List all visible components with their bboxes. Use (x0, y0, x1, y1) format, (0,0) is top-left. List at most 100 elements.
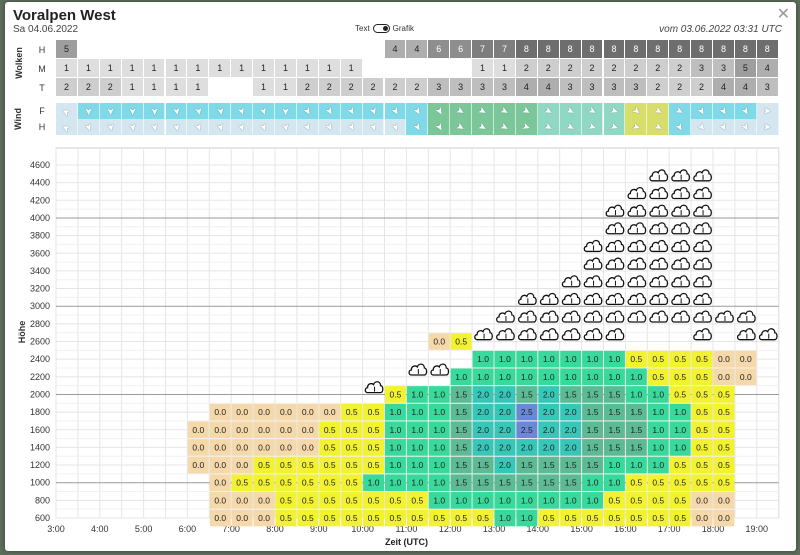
clouds-cell: 1 (472, 59, 494, 78)
clouds-cell: 3 (713, 59, 735, 78)
thermal-cell-label: 0.0 (718, 495, 730, 505)
thermal-cell-label: 1.0 (652, 425, 664, 435)
thermal-cell-label: 1.0 (587, 372, 599, 382)
cumulus-cloud-icon (671, 204, 691, 217)
thermal-cell (560, 474, 582, 492)
thermal-cell-label: 2.0 (543, 425, 555, 435)
thermal-cell-label: 1.0 (455, 495, 467, 505)
thermal-cell (538, 492, 560, 509)
thermal-cell (231, 474, 253, 492)
wind-arrow-icon: ➤ (763, 121, 772, 133)
toggle-switch[interactable] (372, 24, 390, 33)
thermal-cell-label: 0.5 (346, 478, 358, 488)
clouds-cell (143, 40, 166, 59)
thermal-cell-label: 0.0 (214, 513, 226, 523)
thermal-cell (297, 474, 319, 492)
thermal-cell-label: 0.5 (652, 513, 664, 523)
view-toggle[interactable]: Text Grafik (355, 24, 414, 33)
thermal-cell (582, 439, 603, 456)
chart-y-tick-label: 2600 (30, 337, 50, 347)
thermal-cell-label: 2.0 (543, 407, 555, 417)
thermal-cell (319, 474, 341, 492)
thermal-cell (406, 439, 428, 456)
wind-cell: ➤ (318, 119, 341, 135)
close-icon[interactable]: ✕ (776, 6, 790, 23)
thermal-cell (538, 421, 560, 439)
thermal-cell-label: 1.5 (477, 478, 489, 488)
thermal-cell-label: 2.5 (521, 407, 533, 417)
clouds-cell: 2 (603, 59, 626, 78)
thermal-cell-label: 0.5 (718, 389, 730, 399)
thermal-cell-label: 1.5 (587, 425, 599, 435)
wind-cell: ➤ (537, 103, 560, 119)
thermal-cell-label: 0.0 (214, 478, 226, 488)
cumulus-cloud-icon (627, 204, 647, 217)
thermal-cell (538, 386, 560, 403)
wind-cell: ➤ (340, 119, 363, 135)
thermal-cell-label: 0.5 (280, 495, 292, 505)
wind-cell: ➤ (428, 103, 451, 119)
chart-y-tick-label: 4400 (30, 178, 50, 188)
thermal-cell (625, 439, 647, 456)
thermal-cell-label: 2.0 (565, 425, 577, 435)
thermal-cell (691, 350, 713, 368)
cumulus-cloud-icon (671, 257, 691, 270)
cumulus-cloud-icon (561, 292, 581, 306)
thermal-cell (713, 386, 735, 403)
thermal-cell-label: 0.5 (674, 354, 686, 364)
wind-cell: ➤ (209, 103, 232, 119)
thermal-cell-label: 1.0 (433, 389, 445, 399)
thermal-cell-label: 0.5 (280, 513, 292, 523)
cumulus-cloud-icon (583, 328, 603, 341)
thermal-cell-label: 0.5 (696, 372, 708, 382)
thermal-cell (319, 439, 341, 456)
wind-cell: ➤ (581, 103, 604, 119)
thermal-cell-label: 2.0 (565, 407, 577, 417)
thermal-cell (385, 456, 406, 474)
clouds-cell (275, 40, 297, 59)
thermal-cell (209, 439, 231, 456)
thermal-cell (275, 456, 297, 474)
thermal-cell (647, 350, 669, 368)
thermal-cell-label: 0.0 (302, 442, 314, 452)
thermal-cell-label: 2.0 (499, 460, 511, 470)
cumulus-cloud-icon (605, 310, 625, 323)
thermal-cell (253, 403, 275, 421)
thermal-cell (494, 386, 516, 403)
thermal-cell (275, 509, 297, 527)
thermal-cell-label: 2.0 (521, 442, 533, 452)
clouds-cell (99, 40, 122, 59)
thermal-cell-label: 0.5 (302, 460, 314, 470)
clouds-cell: 2 (559, 59, 582, 78)
clouds-cell (406, 59, 429, 78)
wind-cell: ➤ (647, 103, 670, 119)
thermal-cell (582, 421, 603, 439)
chart-x-axis-label: Zeit (UTC) (385, 537, 428, 547)
cumulus-cloud-icon (649, 310, 669, 323)
chart-x-tick-label: 15:00 (570, 524, 593, 534)
clouds-cell: 2 (625, 59, 648, 78)
thermal-cell (560, 509, 582, 527)
wind-cell: ➤ (450, 103, 473, 119)
thermal-cell (385, 492, 406, 509)
cumulus-cloud-icon (561, 310, 581, 323)
thermal-cell-label: 0.5 (718, 478, 730, 488)
wind-cell: ➤ (647, 119, 670, 135)
wind-cell: ➤ (121, 103, 144, 119)
clouds-cell: 3 (603, 78, 626, 97)
thermal-cell (406, 403, 428, 421)
thermal-cell-label: 1.5 (477, 460, 489, 470)
thermal-cell (187, 456, 209, 474)
thermal-cell (385, 386, 406, 403)
clouds-cell: 4 (713, 78, 735, 97)
clouds-cell: 1 (318, 59, 341, 78)
cumulus-cloud-icon (693, 328, 712, 341)
thermal-cell-label: 1.0 (521, 372, 533, 382)
thermal-cell (472, 509, 494, 527)
wind-cell: ➤ (99, 119, 122, 135)
thermal-cell-label: 1.0 (674, 442, 686, 452)
cumulus-cloud-icon (539, 310, 559, 323)
thermal-cell (450, 368, 472, 386)
cumulus-cloud-icon (627, 222, 647, 235)
clouds-cell: 8 (625, 40, 648, 59)
